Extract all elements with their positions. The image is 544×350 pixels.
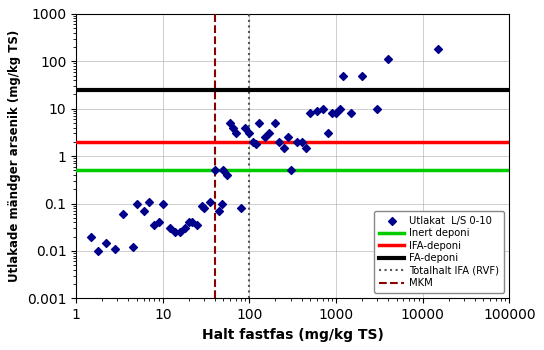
Utlakat  L/S 0-10 <box>384 56 393 62</box>
Utlakat  L/S 0-10 <box>434 46 442 52</box>
Utlakat  L/S 0-10 <box>232 131 240 136</box>
Utlakat  L/S 0-10 <box>132 201 141 206</box>
Utlakat  L/S 0-10 <box>226 120 234 126</box>
Utlakat  L/S 0-10 <box>200 205 208 211</box>
Utlakat  L/S 0-10 <box>150 222 159 228</box>
Y-axis label: Utlakade mändger arsenik (mg/kg TS): Utlakade mändger arsenik (mg/kg TS) <box>8 30 21 282</box>
Utlakat  L/S 0-10 <box>241 125 250 130</box>
Utlakat  L/S 0-10 <box>284 134 293 140</box>
Utlakat  L/S 0-10 <box>154 219 163 225</box>
Utlakat  L/S 0-10 <box>323 131 332 136</box>
Utlakat  L/S 0-10 <box>176 229 185 235</box>
Utlakat  L/S 0-10 <box>271 120 280 126</box>
Utlakat  L/S 0-10 <box>373 106 382 112</box>
Utlakat  L/S 0-10 <box>119 211 128 217</box>
Utlakat  L/S 0-10 <box>237 205 245 211</box>
MKM <box>212 154 218 158</box>
Utlakat  L/S 0-10 <box>318 106 327 112</box>
Utlakat  L/S 0-10 <box>261 134 269 140</box>
Utlakat  L/S 0-10 <box>252 141 261 147</box>
Totalhalt IFA (RVF) <box>246 154 252 158</box>
Utlakat  L/S 0-10 <box>302 145 311 150</box>
Utlakat  L/S 0-10 <box>358 73 367 78</box>
Utlakat  L/S 0-10 <box>158 201 167 206</box>
Utlakat  L/S 0-10 <box>171 229 180 235</box>
Utlakat  L/S 0-10 <box>265 131 274 136</box>
Utlakat  L/S 0-10 <box>219 168 228 173</box>
Utlakat  L/S 0-10 <box>327 111 336 116</box>
Legend: Utlakat  L/S 0-10, Inert deponi, IFA-deponi, FA-deponi, Totalhalt IFA (RVF), MKM: Utlakat L/S 0-10, Inert deponi, IFA-depo… <box>374 211 504 293</box>
Utlakat  L/S 0-10 <box>87 234 96 239</box>
Utlakat  L/S 0-10 <box>347 111 356 116</box>
Utlakat  L/S 0-10 <box>128 244 137 250</box>
Utlakat  L/S 0-10 <box>335 106 344 112</box>
Utlakat  L/S 0-10 <box>145 199 154 204</box>
Utlakat  L/S 0-10 <box>206 199 214 204</box>
Utlakat  L/S 0-10 <box>101 240 110 245</box>
Utlakat  L/S 0-10 <box>94 248 103 254</box>
Utlakat  L/S 0-10 <box>165 225 174 231</box>
Utlakat  L/S 0-10 <box>218 201 226 206</box>
Utlakat  L/S 0-10 <box>338 73 347 78</box>
Utlakat  L/S 0-10 <box>193 222 202 228</box>
Inert deponi <box>73 168 79 173</box>
X-axis label: Halt fastfas (mg/kg TS): Halt fastfas (mg/kg TS) <box>202 328 384 342</box>
Utlakat  L/S 0-10 <box>312 108 321 114</box>
Utlakat  L/S 0-10 <box>255 120 264 126</box>
Utlakat  L/S 0-10 <box>197 203 206 209</box>
Utlakat  L/S 0-10 <box>306 111 314 116</box>
Utlakat  L/S 0-10 <box>280 145 288 150</box>
Utlakat  L/S 0-10 <box>222 172 231 178</box>
Utlakat  L/S 0-10 <box>286 168 295 173</box>
Utlakat  L/S 0-10 <box>188 219 197 225</box>
Utlakat  L/S 0-10 <box>229 125 238 130</box>
Utlakat  L/S 0-10 <box>110 246 119 252</box>
Utlakat  L/S 0-10 <box>275 139 283 145</box>
Utlakat  L/S 0-10 <box>139 208 148 214</box>
Utlakat  L/S 0-10 <box>332 111 341 116</box>
Utlakat  L/S 0-10 <box>245 131 254 136</box>
FA-deponi <box>73 88 79 92</box>
Utlakat  L/S 0-10 <box>297 139 306 145</box>
Utlakat  L/S 0-10 <box>181 225 189 231</box>
Utlakat  L/S 0-10 <box>292 139 301 145</box>
IFA-deponi <box>73 140 79 144</box>
Utlakat  L/S 0-10 <box>184 219 193 225</box>
Utlakat  L/S 0-10 <box>249 139 257 145</box>
Utlakat  L/S 0-10 <box>211 168 219 173</box>
Utlakat  L/S 0-10 <box>215 208 224 214</box>
